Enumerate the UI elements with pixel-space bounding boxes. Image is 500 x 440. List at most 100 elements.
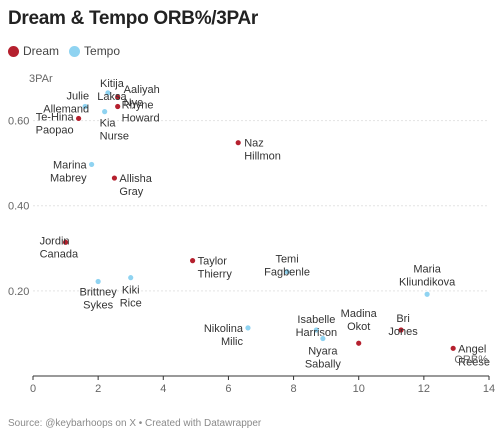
- point-label-line: Naz: [244, 138, 264, 150]
- point-label-line: Kliundikova: [399, 276, 456, 288]
- data-point-dream: [75, 115, 82, 122]
- chart-title: Dream & Tempo ORB%/3PAr: [8, 8, 259, 29]
- data-point-dream: [234, 139, 242, 147]
- point-label: Naz Hillmon: [244, 138, 281, 163]
- point-label-line: Milic: [221, 336, 243, 348]
- y-tick-label: 0.40: [8, 201, 29, 213]
- point-label: Isabelle Harrison: [296, 314, 338, 339]
- y-tick-label: 0.60: [8, 116, 29, 128]
- point-label-line: Kiki: [122, 285, 140, 297]
- point-label: Madina Okot: [341, 308, 378, 333]
- point-label-line: Madina: [341, 308, 378, 320]
- point-label: Marina Mabrey: [50, 159, 88, 184]
- point-label-line: Thierry: [198, 269, 233, 281]
- point-label: Maria Kliundikova: [399, 263, 456, 288]
- point-label-line: Temi: [275, 254, 298, 266]
- point-label-line: Nikolina: [204, 323, 244, 335]
- point-label-line: Paopao: [36, 124, 74, 136]
- x-axis-label: ORB%: [454, 354, 488, 366]
- x-tick-label: 12: [418, 383, 430, 395]
- point-label-line: Howard: [122, 113, 160, 125]
- point-label-line: Harrison: [296, 327, 338, 339]
- x-tick-label: 0: [30, 383, 36, 395]
- data-point-dream: [114, 93, 122, 101]
- x-tick-label: 4: [160, 383, 166, 395]
- data-point-tempo: [283, 268, 291, 276]
- point-label-line: Sabally: [305, 359, 342, 371]
- point-label-line: Reese: [458, 356, 490, 368]
- point-label: Brittney Sykes: [79, 286, 117, 311]
- point-label-line: Laksa: [97, 91, 127, 103]
- legend-item-dream[interactable]: Dream: [8, 44, 59, 58]
- point-label-line: Okot: [347, 321, 370, 333]
- legend-label-dream: Dream: [23, 44, 60, 58]
- data-point-dream: [397, 326, 405, 334]
- source-footer: Source: @keybarhoops on X • Created with…: [8, 418, 262, 429]
- point-label-line: Kia: [100, 118, 117, 130]
- point-label-line: Mabrey: [50, 172, 87, 184]
- data-point-tempo: [81, 103, 89, 110]
- point-label-line: Te-Hina: [36, 111, 75, 123]
- point-label: Rhyne Howard: [122, 100, 160, 125]
- point-label-line: Hillmon: [244, 151, 281, 163]
- data-point-tempo: [88, 161, 96, 168]
- point-label-line: Marina: [53, 159, 88, 171]
- point-label-line: Jones: [388, 326, 418, 338]
- point-label-line: Nyara: [308, 346, 338, 358]
- data-point-dream: [189, 257, 197, 265]
- data-point-tempo: [101, 108, 109, 116]
- point-label: Temi Fagbenle: [264, 254, 310, 279]
- point-label: Kiki Rice: [120, 285, 142, 310]
- point-label-line: Nye: [124, 97, 144, 109]
- point-label-line: Rice: [120, 298, 142, 310]
- point-label: Julie Allemand: [43, 91, 89, 116]
- point-label-line: Isabelle: [297, 314, 335, 326]
- legend: Dream Tempo: [8, 44, 130, 58]
- data-point-dream: [111, 174, 118, 182]
- point-label: Kitija Laksa: [97, 78, 127, 103]
- legend-item-tempo[interactable]: Tempo: [69, 44, 120, 58]
- point-label-line: Brittney: [79, 286, 117, 298]
- point-label-line: Fagbenle: [264, 267, 310, 279]
- point-label: Te-Hina Paopao: [36, 111, 75, 136]
- point-label-line: Sykes: [83, 299, 113, 311]
- x-tick-label: 8: [291, 383, 297, 395]
- point-label: Allisha Gray: [119, 173, 152, 198]
- data-point-tempo: [423, 290, 431, 298]
- x-tick-label: 10: [353, 383, 365, 395]
- point-label-line: Taylor: [198, 256, 228, 268]
- legend-swatch-tempo: [69, 45, 81, 57]
- point-label: Bri Jones: [388, 313, 418, 338]
- point-label-line: Jordin: [40, 235, 70, 247]
- point-label-line: Bri: [396, 313, 409, 325]
- x-tick-label: 6: [225, 383, 231, 395]
- point-label-line: Maria: [413, 263, 441, 275]
- point-label: Aaliyah Nye: [124, 84, 160, 109]
- data-point-tempo: [94, 278, 102, 285]
- point-label-line: Gray: [119, 186, 143, 198]
- data-point-tempo: [127, 274, 135, 282]
- legend-swatch-dream: [8, 45, 19, 57]
- point-label-line: Nurse: [100, 131, 129, 143]
- data-point-tempo: [244, 324, 252, 332]
- data-point-dream: [355, 339, 363, 347]
- data-point-dream: [449, 344, 457, 352]
- data-point-tempo: [312, 326, 320, 334]
- point-label: Nikolina Milic: [204, 323, 244, 348]
- y-tick-label: 0.20: [8, 286, 29, 298]
- legend-label-tempo: Tempo: [84, 44, 121, 58]
- point-label: Kia Nurse: [100, 118, 129, 143]
- data-point-tempo: [104, 89, 112, 97]
- point-label-line: Julie: [66, 91, 89, 103]
- point-label-line: Canada: [40, 248, 79, 260]
- point-label-line: Rhyne: [122, 100, 154, 112]
- point-label: Nyara Sabally: [305, 346, 342, 371]
- data-point-tempo: [319, 335, 327, 342]
- point-label-line: Kitija: [100, 78, 125, 90]
- point-label: Jordin Canada: [40, 235, 79, 260]
- x-tick-label: 2: [95, 383, 101, 395]
- data-point-dream: [62, 238, 69, 246]
- point-label-line: Allemand: [43, 104, 89, 116]
- y-axis-label: 3PAr: [29, 73, 53, 85]
